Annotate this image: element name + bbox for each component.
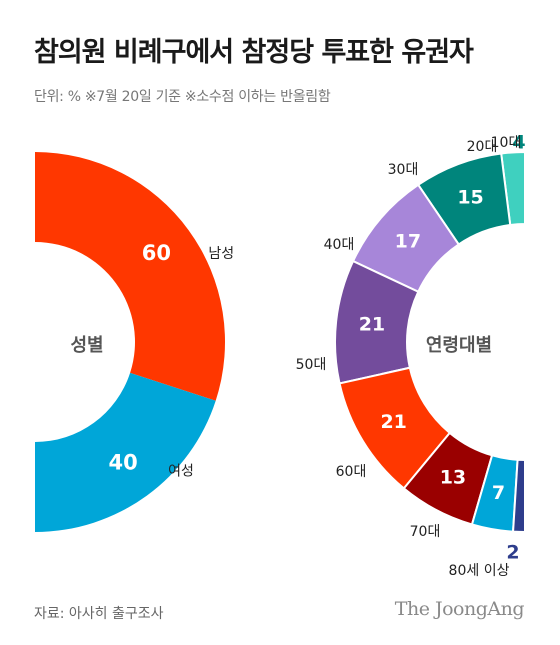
donut-segment-1 bbox=[35, 152, 226, 401]
category-label-2: 20대 bbox=[467, 139, 498, 155]
data-label-1: 60 bbox=[142, 241, 171, 265]
chart-title: 연령대별 bbox=[426, 335, 492, 356]
gender-donut-chart: 60 남성 40 여성 성별 bbox=[35, 152, 234, 532]
donut-segment-2 bbox=[35, 372, 216, 532]
data-label-7: 7 bbox=[492, 482, 505, 504]
category-label-1: 10대 bbox=[491, 135, 522, 151]
category-label-5: 50대 bbox=[296, 357, 327, 373]
category-label-8: 80세 이상 bbox=[449, 563, 510, 579]
brand-logo: The JoongAng bbox=[394, 598, 525, 620]
donut-segment-5 bbox=[338, 366, 452, 490]
data-label-5: 21 bbox=[380, 411, 406, 433]
category-label-1: 남성 bbox=[208, 246, 234, 262]
donut-segment-2 bbox=[416, 152, 512, 246]
data-label-6: 13 bbox=[440, 467, 466, 489]
data-label-2: 40 bbox=[109, 450, 138, 474]
donut-segment-3 bbox=[351, 183, 461, 294]
chart-title: 성별 bbox=[70, 335, 103, 356]
page-subtitle: 단위: % ※7월 20일 기준 ※소수점 이하는 반올림함 bbox=[34, 89, 331, 105]
donut-segment-1 bbox=[500, 150, 526, 227]
donut-segment-4 bbox=[334, 259, 420, 385]
category-label-4: 40대 bbox=[324, 237, 355, 253]
data-label-3: 17 bbox=[395, 230, 421, 252]
category-label-3: 30대 bbox=[388, 162, 419, 178]
data-label-1: 4 bbox=[512, 132, 525, 154]
category-label-6: 60대 bbox=[336, 464, 367, 480]
page-title: 참의원 비례구에서 참정당 투표한 유권자 bbox=[34, 37, 474, 68]
data-label-4: 21 bbox=[359, 314, 385, 336]
donut-segment-7 bbox=[470, 454, 519, 533]
donut-segment-8 bbox=[512, 458, 526, 534]
category-label-7: 70대 bbox=[410, 524, 441, 540]
category-label-2: 여성 bbox=[168, 463, 194, 479]
source-note: 자료: 아사히 출구조사 bbox=[34, 606, 164, 622]
data-label-2: 15 bbox=[457, 186, 483, 208]
donut-segment-6 bbox=[402, 431, 494, 526]
data-label-8: 2 bbox=[506, 542, 519, 564]
